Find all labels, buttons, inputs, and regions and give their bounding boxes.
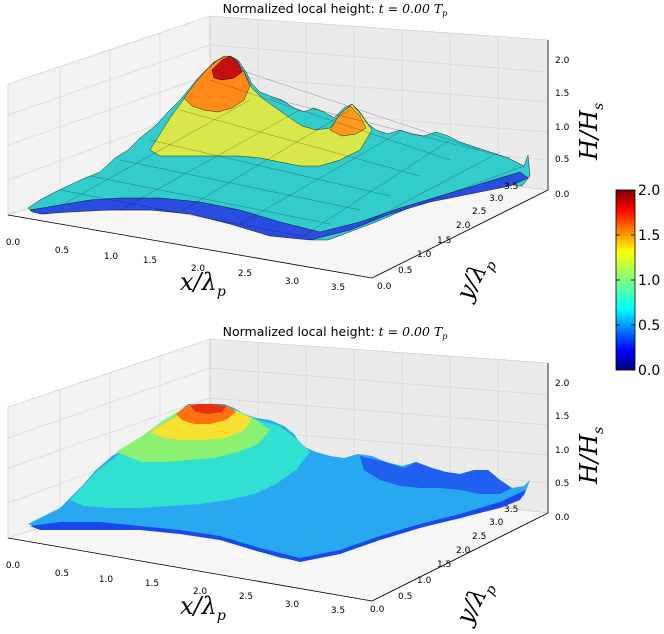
- y-axis-label: y/λp: [450, 251, 500, 307]
- x-tick-label: 0.5: [55, 569, 69, 579]
- surface-plot-1: Normalized local height: t = 0.00 Tp: [6, 1, 607, 307]
- surface-smooth: [28, 404, 530, 562]
- y-tick-label: 0.0: [377, 282, 392, 292]
- x-tick-label: 3.5: [331, 606, 345, 616]
- z-tick-label: 0.5: [555, 155, 569, 165]
- colorbar-tick-label: 0.0: [638, 363, 660, 379]
- x-tick-label: 0.0: [6, 238, 21, 248]
- z-axis-label: H/Hs: [575, 427, 607, 485]
- x-axis-label: x/λp: [180, 268, 226, 300]
- y-axis-label: y/λp: [450, 575, 500, 631]
- x-tick-label: 0.0: [6, 561, 21, 571]
- z-tick-label: 2.0: [555, 56, 570, 66]
- y-ticks: 0.0 0.5 1.0 1.5 2.0 2.5 3.0 3.5: [370, 505, 518, 615]
- x-tick-label: 2.0: [193, 587, 208, 597]
- z-axis-label: H/Hs: [575, 103, 607, 161]
- colorbar-tick-label: 2.0: [638, 183, 660, 199]
- y-tick-label: 2.5: [472, 532, 486, 542]
- y-tick-label: 0.5: [398, 266, 412, 276]
- z-tick-label: 1.5: [555, 412, 569, 422]
- axis-lines: [7, 40, 549, 279]
- axis-lines: [7, 363, 549, 602]
- y-tick-label: 3.5: [504, 182, 518, 192]
- z-tick-label: 0.0: [555, 513, 570, 523]
- x-ticks: 0.0 0.5 1.0 1.5 2.0 2.5 3.0 3.5: [6, 561, 345, 616]
- x-tick-label: 1.0: [104, 252, 119, 262]
- x-tick-label: 1.0: [99, 575, 114, 585]
- x-tick-label: 3.5: [331, 283, 345, 293]
- y-tick-label: 3.0: [489, 518, 504, 528]
- y-tick-label: 1.0: [417, 576, 432, 586]
- x-tick-label: 0.5: [55, 246, 69, 256]
- z-tick-label: 1.0: [555, 123, 570, 133]
- z-tick-label: 0.5: [555, 479, 569, 489]
- plot-title: Normalized local height: t = 0.00 Tp: [223, 324, 448, 341]
- z-tick-label: 0.0: [555, 190, 570, 200]
- y-tick-label: 2.0: [456, 221, 471, 231]
- x-tick-label: 2.5: [238, 269, 252, 279]
- z-ticks: 0.0 0.5 1.0 1.5 2.0: [555, 379, 570, 523]
- y-tick-label: 2.0: [456, 546, 471, 556]
- x-tick-label: 2.0: [191, 264, 206, 274]
- colorbar: 2.0 1.5 1.0 0.5 0.0: [615, 183, 660, 379]
- y-tick-label: 0.0: [370, 605, 385, 615]
- y-tick-label: 3.5: [504, 505, 518, 515]
- y-tick-label: 3.0: [489, 194, 504, 204]
- x-tick-label: 3.0: [285, 600, 300, 610]
- y-tick-label: 0.5: [398, 592, 412, 602]
- x-tick-label: 1.5: [143, 256, 157, 266]
- plot-title: Normalized local height: t = 0.00 Tp: [223, 1, 448, 18]
- x-tick-label: 3.0: [285, 277, 300, 287]
- surface-mesh: [27, 55, 531, 241]
- x-axis-label: x/λp: [180, 592, 226, 624]
- y-tick-label: 2.5: [472, 207, 486, 217]
- x-ticks: 0.0 0.5 1.0 1.5 2.0 2.5 3.0 3.5: [6, 238, 345, 293]
- colorbar-tick-label: 0.5: [638, 318, 660, 334]
- z-tick-label: 2.0: [555, 379, 570, 389]
- y-tick-label: 1.5: [437, 560, 451, 570]
- y-tick-label: 1.5: [437, 236, 451, 246]
- y-tick-label: 1.0: [417, 250, 432, 260]
- surface-plot-2: Normalized local height: t = 0.00 Tp: [6, 324, 607, 631]
- x-tick-label: 1.5: [145, 579, 159, 589]
- x-tick-label: 2.5: [239, 592, 253, 602]
- z-ticks: 0.0 0.5 1.0 1.5 2.0: [555, 56, 570, 200]
- z-tick-label: 1.5: [555, 89, 569, 99]
- z-tick-label: 1.0: [555, 446, 570, 456]
- colorbar-tick-label: 1.5: [638, 228, 660, 244]
- colorbar-tick-label: 1.0: [638, 273, 660, 289]
- y-ticks: 0.0 0.5 1.0 1.5 2.0 2.5 3.0 3.5: [377, 182, 518, 292]
